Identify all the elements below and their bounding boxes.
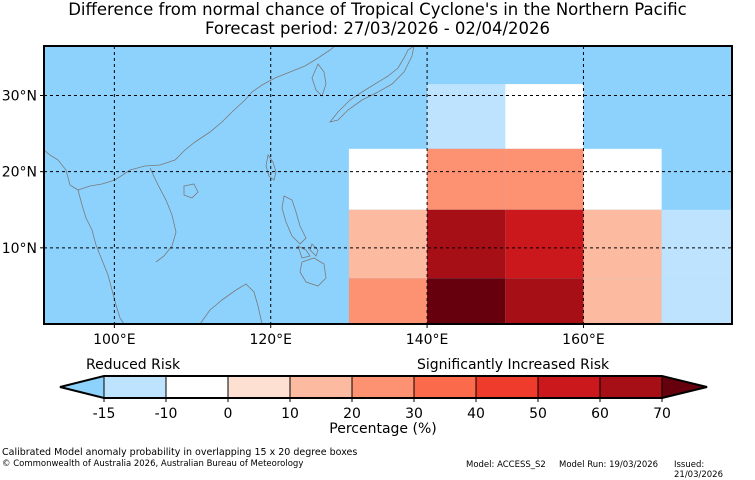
anomaly-cell-0 — [427, 84, 506, 96]
luzon-coast — [281, 195, 307, 245]
anomaly-cell-14 — [427, 278, 506, 324]
coastlines — [43, 45, 415, 325]
footer-copyright: © Commonwealth of Australia 2026, Austra… — [2, 459, 304, 469]
colorbar-tick-label: 20 — [343, 406, 361, 422]
colorbar-tick-label: -15 — [93, 406, 116, 422]
colorbar-segment — [103, 375, 167, 399]
colorbar-segment — [599, 375, 663, 399]
anomaly-cell-13 — [348, 278, 428, 324]
x-axis-ticks: 100°E 120°E 140°E 160°E — [93, 324, 605, 348]
colorbar-tick-label: 0 — [224, 406, 233, 422]
map-frame — [43, 45, 733, 325]
japan-coast — [328, 45, 415, 123]
colorbar: -15 -10 0 10 20 30 40 50 60 70 — [59, 375, 708, 422]
reduced-risk-label: Reduced Risk — [86, 357, 181, 373]
anomaly-cell-7 — [583, 148, 662, 210]
colorbar-segment — [351, 375, 415, 399]
colorbar-tick-label: -10 — [155, 406, 178, 422]
map-figure: 100°E 120°E 140°E 160°E 30°N 20°N 10°N -15 -10… — [2, 45, 733, 422]
title-line-2: Forecast period: 27/03/2026 - 02/04/2026 — [204, 19, 551, 38]
x-tick-label: 140°E — [406, 332, 449, 348]
coastline-asia — [43, 45, 336, 191]
x-tick-label: 120°E — [249, 332, 292, 348]
anomaly-cell-16 — [583, 278, 662, 324]
colorbar-xlabel: Percentage (%) — [329, 421, 437, 437]
anomaly-cell-10 — [505, 209, 584, 279]
colorbar-tick-label: 30 — [405, 406, 423, 422]
anomaly-cells — [348, 84, 732, 324]
colorbar-tick-label: 10 — [281, 406, 299, 422]
anomaly-cell-1 — [505, 84, 584, 96]
y-tick-label: 30°N — [2, 89, 37, 105]
title-line-1: Difference from normal chance of Tropica… — [68, 0, 687, 19]
y-axis-ticks: 30°N 20°N 10°N — [2, 89, 44, 257]
colorbar-tick-label: 60 — [591, 406, 609, 422]
colorbar-extend-high — [661, 375, 708, 399]
borneo-coast — [199, 283, 263, 325]
anomaly-cell-5 — [427, 148, 506, 210]
anomaly-cell-3 — [505, 95, 584, 149]
anomaly-cell-2 — [427, 95, 506, 149]
graticule — [44, 46, 732, 324]
hainan-coast — [183, 183, 199, 199]
anomaly-cell-17 — [661, 278, 732, 324]
anomaly-cell-12 — [661, 209, 732, 279]
colorbar-tick-label: 50 — [529, 406, 547, 422]
colorbar-extend-low — [59, 375, 105, 399]
y-tick-label: 10°N — [2, 241, 37, 257]
x-tick-label: 160°E — [562, 332, 605, 348]
anomaly-cell-15 — [505, 278, 584, 324]
anomaly-cell-8 — [348, 209, 428, 279]
colorbar-segment — [227, 375, 291, 399]
footer-model: Model: ACCESS_S2 — [466, 460, 546, 470]
anomaly-cell-4 — [348, 148, 428, 210]
footer-run: Model Run: 19/03/2026 — [559, 460, 659, 470]
coastline-peninsula — [77, 189, 125, 325]
colorbar-tick-label: 70 — [653, 406, 671, 422]
colorbar-segment — [475, 375, 539, 399]
coastline-vietnam — [149, 167, 177, 263]
anomaly-cell-9 — [427, 209, 506, 279]
colorbar-segment — [289, 375, 353, 399]
footer-note: Calibrated Model anomaly probability in … — [2, 447, 358, 458]
anomaly-cell-6 — [505, 148, 584, 210]
x-tick-label: 100°E — [93, 332, 136, 348]
colorbar-segment — [537, 375, 601, 399]
footer-issued: Issued: 21/03/2026 — [674, 460, 723, 480]
colorbar-segment — [413, 375, 477, 399]
colorbar-segment — [165, 375, 229, 399]
y-tick-label: 20°N — [2, 165, 37, 181]
anomaly-cell-11 — [583, 209, 662, 279]
colorbar-tick-label: 40 — [467, 406, 485, 422]
mindanao-coast — [299, 257, 327, 287]
increased-risk-label: Significantly Increased Risk — [417, 357, 610, 373]
